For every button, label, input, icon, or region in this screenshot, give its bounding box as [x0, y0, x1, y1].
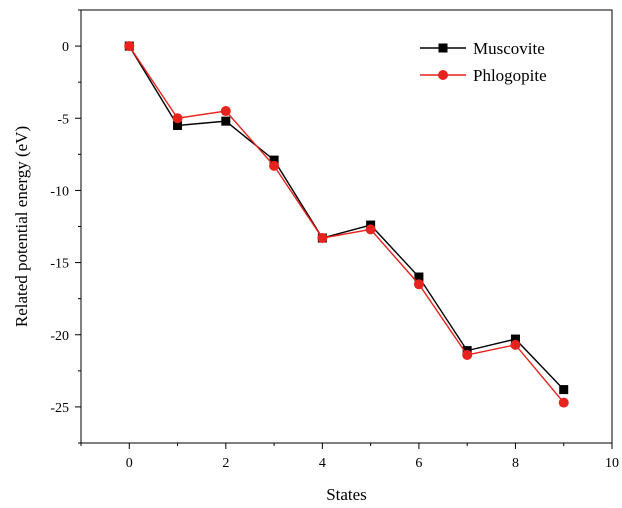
y-axis: 0 -5 -10 -15 -20 -25: [50, 9, 81, 444]
series-line-phlogopite: [128, 45, 565, 404]
x-tick-label: 4: [319, 456, 326, 471]
data-point-muscovite: [269, 155, 279, 165]
data-point-phlogopite: [172, 113, 183, 124]
data-point-muscovite: [173, 120, 183, 130]
data-point-phlogopite: [220, 106, 231, 117]
x-tick-label: 8: [512, 456, 519, 471]
series-phlogopite: [124, 41, 569, 408]
data-point-phlogopite: [462, 349, 473, 360]
y-tick-label: -5: [57, 112, 69, 127]
data-point-phlogopite: [558, 397, 569, 408]
data-point-phlogopite: [317, 233, 328, 244]
y-tick-label: 0: [62, 40, 69, 55]
legend-item-muscovite: Muscovite: [420, 39, 545, 58]
x-axis: 0 2 4 6 8 10: [80, 443, 619, 471]
legend-label-muscovite: Muscovite: [473, 39, 545, 58]
data-point-phlogopite: [269, 160, 280, 171]
data-point-phlogopite: [413, 279, 424, 290]
x-axis-title: States: [326, 485, 367, 504]
legend-label-phlogopite: Phlogopite: [473, 66, 547, 85]
legend: Muscovite Phlogopite: [420, 39, 547, 85]
y-tick-label: -15: [50, 257, 69, 272]
series-layer: [124, 41, 569, 408]
data-point-muscovite: [510, 334, 520, 344]
series-line-muscovite: [128, 45, 565, 391]
legend-item-phlogopite: Phlogopite: [420, 66, 547, 85]
data-point-muscovite: [559, 385, 569, 395]
data-point-muscovite: [414, 272, 424, 282]
x-tick-label: 2: [222, 456, 229, 471]
data-point-phlogopite: [510, 339, 521, 350]
legend-marker-muscovite: [438, 43, 448, 53]
data-point-phlogopite: [124, 41, 135, 52]
y-tick-label: -10: [50, 184, 69, 199]
x-tick-label: 6: [415, 456, 422, 471]
y-axis-title: Related potential energy (eV): [12, 126, 31, 327]
y-tick-label: -20: [50, 329, 69, 344]
y-tick-label: -25: [50, 401, 69, 416]
data-point-muscovite: [221, 116, 231, 126]
legend-marker-phlogopite: [438, 70, 448, 80]
x-tick-label: 0: [126, 456, 133, 471]
data-point-phlogopite: [365, 224, 376, 235]
x-tick-label: 10: [605, 456, 619, 471]
series-muscovite: [124, 41, 569, 395]
